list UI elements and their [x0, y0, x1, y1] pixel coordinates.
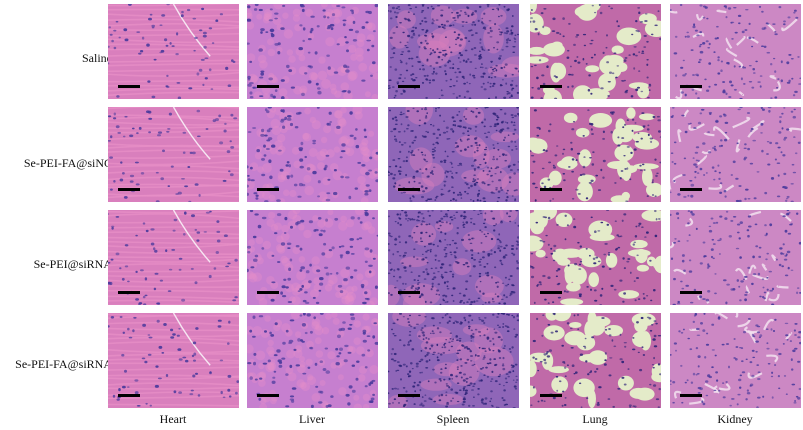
micrograph-liver-row-3 [247, 210, 378, 305]
tissue-texture [530, 313, 661, 408]
tissue-texture [670, 4, 801, 99]
scale-bar [257, 291, 279, 294]
micrograph-kidney-row-4 [670, 313, 801, 408]
scale-bar [680, 291, 702, 294]
tissue-texture [108, 313, 239, 408]
scale-bar [540, 188, 562, 191]
scale-bar [680, 188, 702, 191]
tissue-texture [388, 4, 519, 99]
scale-bar [118, 291, 140, 294]
row-label-saline: Saline [82, 51, 112, 65]
scale-bar [540, 394, 562, 397]
micrograph-lung-row-2 [530, 107, 661, 202]
row-label-se-pei-fa-sirna: Se-PEI-FA@siRNA [15, 357, 112, 371]
tissue-texture [108, 4, 239, 99]
micrograph-kidney-row-1 [670, 4, 801, 99]
col-label-lung: Lung [582, 412, 608, 426]
tissue-texture [247, 210, 378, 305]
scale-bar [118, 188, 140, 191]
tissue-texture [388, 107, 519, 202]
tissue-texture [108, 210, 239, 305]
scale-bar [257, 85, 279, 88]
tissue-texture [388, 210, 519, 305]
scale-bar [257, 394, 279, 397]
scale-bar [398, 188, 420, 191]
scale-bar [680, 394, 702, 397]
scale-bar [540, 85, 562, 88]
micrograph-spleen-row-2 [388, 107, 519, 202]
scale-bar [118, 394, 140, 397]
col-label-spleen: Spleen [436, 412, 470, 426]
scale-bar [398, 85, 420, 88]
micrograph-lung-row-1 [530, 4, 661, 99]
tissue-texture [388, 313, 519, 408]
tissue-texture [670, 210, 801, 305]
micrograph-heart-row-4 [108, 313, 239, 408]
micrograph-lung-row-4 [530, 313, 661, 408]
tissue-texture [247, 313, 378, 408]
tissue-texture [670, 107, 801, 202]
micrograph-liver-row-2 [247, 107, 378, 202]
tissue-texture [530, 107, 661, 202]
scale-bar [398, 394, 420, 397]
tissue-texture [247, 107, 378, 202]
scale-bar [680, 85, 702, 88]
micrograph-heart-row-3 [108, 210, 239, 305]
scale-bar [118, 85, 140, 88]
micrograph-spleen-row-4 [388, 313, 519, 408]
tissue-texture [108, 107, 239, 202]
tissue-texture [670, 313, 801, 408]
row-label-se-pei-fa-sinc: Se-PEI-FA@siNC [23, 156, 112, 170]
row-label-se-pei-sirna: Se-PEI@siRNA [33, 257, 112, 271]
micrograph-liver-row-4 [247, 313, 378, 408]
tissue-texture [530, 210, 661, 305]
micrograph-spleen-row-3 [388, 210, 519, 305]
micrograph-heart-row-1 [108, 4, 239, 99]
tissue-texture [530, 4, 661, 99]
scale-bar [540, 291, 562, 294]
micrograph-kidney-row-3 [670, 210, 801, 305]
micrograph-heart-row-2 [108, 107, 239, 202]
col-label-heart: Heart [159, 412, 187, 426]
micrograph-kidney-row-2 [670, 107, 801, 202]
tissue-texture [247, 4, 378, 99]
micrograph-spleen-row-1 [388, 4, 519, 99]
micrograph-liver-row-1 [247, 4, 378, 99]
scale-bar [398, 291, 420, 294]
col-label-kidney: Kidney [717, 412, 753, 426]
scale-bar [257, 188, 279, 191]
micrograph-lung-row-3 [530, 210, 661, 305]
col-label-liver: Liver [299, 412, 325, 426]
